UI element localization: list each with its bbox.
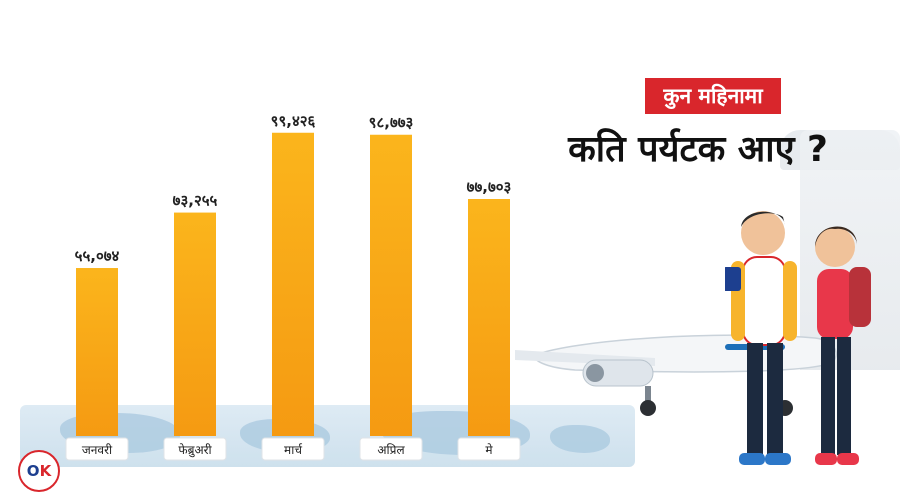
value-label-4: ९८,७७३ <box>369 114 414 132</box>
bar-2 <box>174 212 216 436</box>
logo-letter-k: K <box>39 462 52 480</box>
bar-1 <box>76 268 118 436</box>
category-label-5: मे <box>485 443 493 457</box>
logo-letter-o: O <box>26 462 40 480</box>
category-label-box-4 <box>359 437 423 461</box>
category-label-box-2 <box>163 437 227 461</box>
value-label-2: ७३,२५५ <box>173 192 218 210</box>
category-label-2: फेब्रुअरी <box>178 443 212 458</box>
map-landmass <box>550 425 610 453</box>
page-title: कति पर्यटक आए ? <box>568 129 828 170</box>
value-label-5: ७७,७०३ <box>467 178 512 196</box>
category-label-box-3 <box>261 437 325 461</box>
category-label-box-1 <box>65 437 129 461</box>
value-label-3: ९९,४२६ <box>271 112 316 130</box>
category-label-3: मार्च <box>284 443 303 457</box>
bar-3 <box>272 132 314 436</box>
travellers-illustration <box>725 211 871 465</box>
title-badge: कुन महिनामा <box>645 78 781 114</box>
category-label-box-5 <box>457 437 521 461</box>
value-label-1: ५५,०७४ <box>75 247 120 265</box>
bar-4 <box>370 134 412 436</box>
category-label-1: जनवरी <box>82 443 113 457</box>
bar-5 <box>468 199 510 436</box>
category-label-4: अप्रिल <box>377 443 405 457</box>
